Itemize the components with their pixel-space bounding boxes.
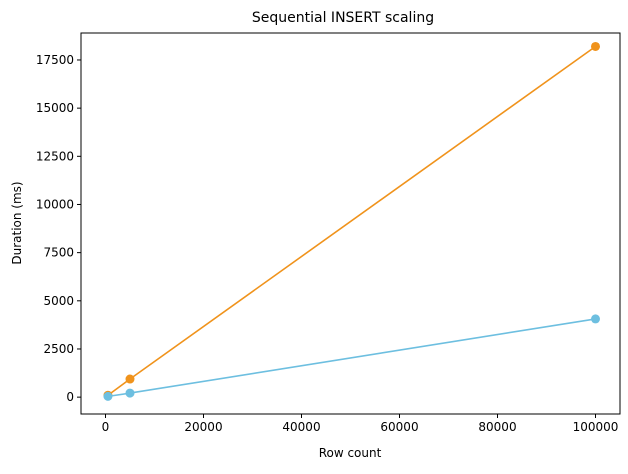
x-tick-label: 80000	[478, 420, 516, 434]
series-blue-line	[107, 318, 596, 398]
plot-area	[80, 32, 621, 415]
y-tick-label: 0	[66, 390, 74, 404]
x-tick-label: 0	[102, 420, 110, 434]
y-axis-ticks: 0 2500 5000 7500 10000 12500 15000 17500	[36, 53, 81, 404]
series-blue-marker	[591, 314, 600, 324]
x-tick-label: 40000	[282, 420, 320, 434]
x-axis-label: Row count	[319, 446, 382, 460]
y-tick-label: 12500	[36, 149, 74, 163]
series-orange-marker	[125, 374, 135, 384]
x-tick-label: 20000	[184, 420, 222, 434]
x-axis-ticks: 0 20000 40000 60000 80000 100000	[102, 414, 619, 434]
series-orange-marker	[591, 41, 600, 51]
y-tick-label: 15000	[36, 101, 74, 115]
y-tick-label: 5000	[43, 294, 74, 308]
data-series	[103, 41, 600, 401]
y-tick-label: 17500	[36, 53, 74, 67]
series-orange-line	[107, 45, 596, 396]
x-tick-label: 100000	[573, 420, 619, 434]
series-blue-marker	[103, 391, 113, 401]
series-blue-marker	[125, 388, 135, 398]
y-tick-label: 10000	[36, 197, 74, 211]
y-axis-label: Duration (ms)	[10, 181, 24, 264]
x-tick-label: 60000	[380, 420, 418, 434]
y-tick-label: 7500	[43, 246, 74, 260]
y-tick-label: 2500	[43, 342, 74, 356]
chart-title: Sequential INSERT scaling	[252, 10, 434, 26]
